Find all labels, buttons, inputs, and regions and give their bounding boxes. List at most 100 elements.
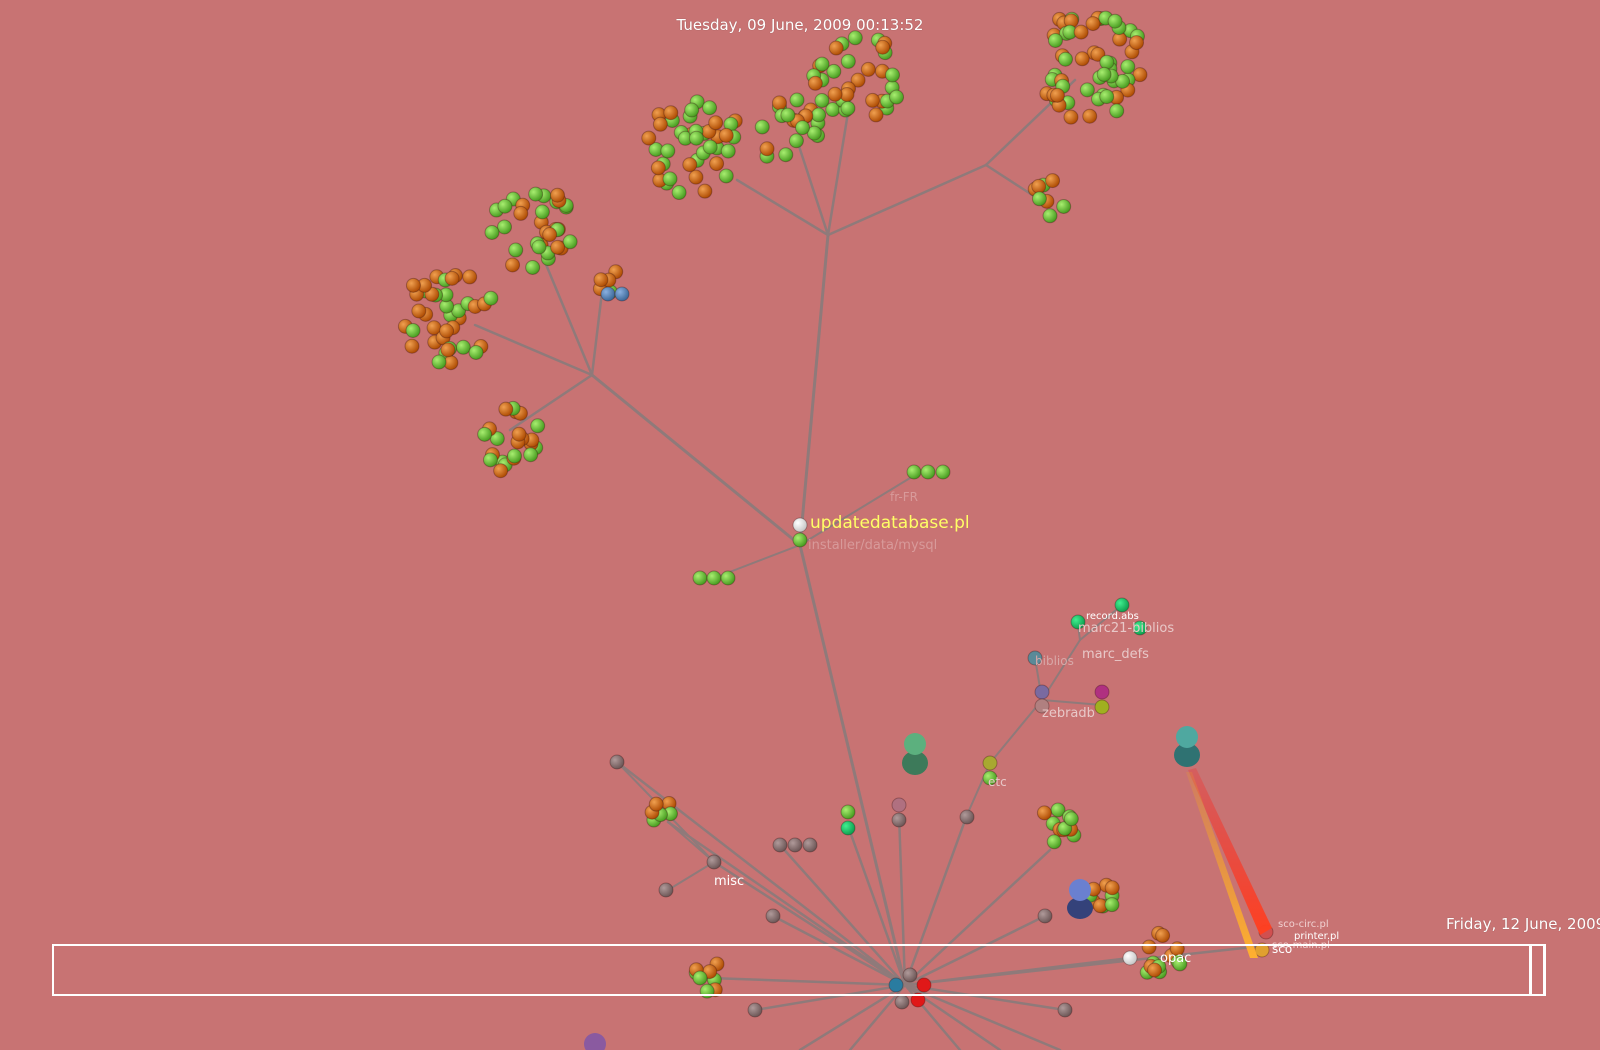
file-node[interactable] (709, 156, 725, 172)
file-node[interactable] (706, 854, 722, 870)
file-node[interactable] (1073, 24, 1089, 40)
file-node[interactable] (1132, 67, 1148, 83)
file-node[interactable] (1063, 109, 1079, 125)
file-node[interactable] (959, 809, 975, 825)
file-node[interactable] (1070, 614, 1086, 630)
file-node[interactable] (865, 92, 881, 108)
file-node[interactable] (1034, 698, 1050, 714)
file-nodes[interactable] (397, 10, 1274, 1018)
file-node[interactable] (1027, 650, 1043, 666)
file-node[interactable] (916, 977, 932, 993)
file-node[interactable] (1063, 811, 1079, 827)
file-node[interactable] (718, 168, 734, 184)
file-node[interactable] (682, 157, 698, 173)
file-node[interactable] (747, 1002, 763, 1018)
file-node[interactable] (888, 977, 904, 993)
file-node[interactable] (1047, 32, 1063, 48)
file-node[interactable] (982, 770, 998, 786)
file-node[interactable] (523, 447, 539, 463)
file-node[interactable] (477, 426, 493, 442)
file-node[interactable] (902, 967, 918, 983)
contributor-avatar-blue[interactable] (1067, 879, 1093, 919)
file-node[interactable] (788, 133, 804, 149)
file-node[interactable] (840, 100, 856, 116)
file-node[interactable] (1079, 82, 1095, 98)
file-node[interactable] (910, 992, 926, 1008)
file-node[interactable] (506, 448, 522, 464)
file-node[interactable] (702, 100, 718, 116)
file-node[interactable] (496, 219, 512, 235)
file-node[interactable] (440, 342, 456, 358)
file-node[interactable] (1107, 13, 1123, 29)
file-node[interactable] (404, 338, 420, 354)
file-node[interactable] (840, 820, 856, 836)
file-node[interactable] (688, 169, 704, 185)
contributor-avatar-teal[interactable] (1174, 726, 1200, 767)
file-node[interactable] (1096, 66, 1112, 82)
file-node[interactable] (609, 754, 625, 770)
file-node[interactable] (697, 183, 713, 199)
file-node[interactable] (765, 908, 781, 924)
file-node[interactable] (489, 431, 505, 447)
file-node[interactable] (807, 75, 823, 91)
file-node[interactable] (614, 286, 630, 302)
file-node[interactable] (792, 532, 808, 548)
file-node[interactable] (894, 994, 910, 1010)
file-node[interactable] (431, 354, 447, 370)
file-node[interactable] (549, 187, 565, 203)
file-node[interactable] (827, 86, 843, 102)
file-node[interactable] (444, 270, 460, 286)
file-node[interactable] (1046, 834, 1062, 850)
file-node[interactable] (759, 141, 775, 157)
file-node[interactable] (650, 160, 666, 176)
file-node[interactable] (684, 102, 700, 118)
file-node[interactable] (891, 812, 907, 828)
file-node[interactable] (468, 344, 484, 360)
file-node[interactable] (513, 205, 529, 221)
file-node[interactable] (1094, 699, 1110, 715)
file-node[interactable] (593, 272, 609, 288)
file-node[interactable] (1031, 191, 1047, 207)
file-node[interactable] (550, 239, 566, 255)
file-node[interactable] (1109, 103, 1125, 119)
file-node[interactable] (802, 837, 818, 853)
file-node[interactable] (462, 269, 478, 285)
file-node[interactable] (562, 234, 578, 250)
file-node[interactable] (868, 107, 884, 123)
file-node[interactable] (906, 464, 922, 480)
contributor-avatar-purple[interactable] (584, 1033, 606, 1050)
file-node[interactable] (688, 130, 704, 146)
timeline-cursor[interactable] (1529, 944, 1545, 996)
file-node[interactable] (847, 30, 863, 46)
file-node[interactable] (860, 61, 876, 77)
file-node[interactable] (1074, 51, 1090, 67)
file-node[interactable] (1114, 597, 1130, 613)
file-node[interactable] (1122, 950, 1138, 966)
file-node[interactable] (648, 796, 664, 812)
file-node[interactable] (935, 464, 951, 480)
file-node[interactable] (498, 401, 514, 417)
file-node[interactable] (702, 139, 718, 155)
file-node[interactable] (884, 67, 900, 83)
file-node[interactable] (1042, 208, 1058, 224)
file-node[interactable] (493, 463, 509, 479)
file-node[interactable] (850, 72, 866, 88)
file-node[interactable] (1172, 956, 1188, 972)
contributor-avatars[interactable] (584, 726, 1200, 1050)
file-node[interactable] (600, 286, 616, 302)
file-node[interactable] (771, 95, 787, 111)
file-node[interactable] (511, 426, 527, 442)
file-node[interactable] (780, 107, 796, 123)
file-node[interactable] (794, 120, 810, 136)
file-node[interactable] (405, 277, 421, 293)
file-node[interactable] (814, 93, 830, 109)
file-node[interactable] (663, 105, 679, 121)
file-node[interactable] (1049, 87, 1065, 103)
timeline-bar[interactable] (52, 944, 1546, 996)
file-node[interactable] (891, 797, 907, 813)
file-node[interactable] (1155, 928, 1171, 944)
contributor-avatar-green[interactable] (902, 733, 928, 775)
file-node[interactable] (1045, 173, 1061, 189)
file-node[interactable] (1037, 908, 1053, 924)
